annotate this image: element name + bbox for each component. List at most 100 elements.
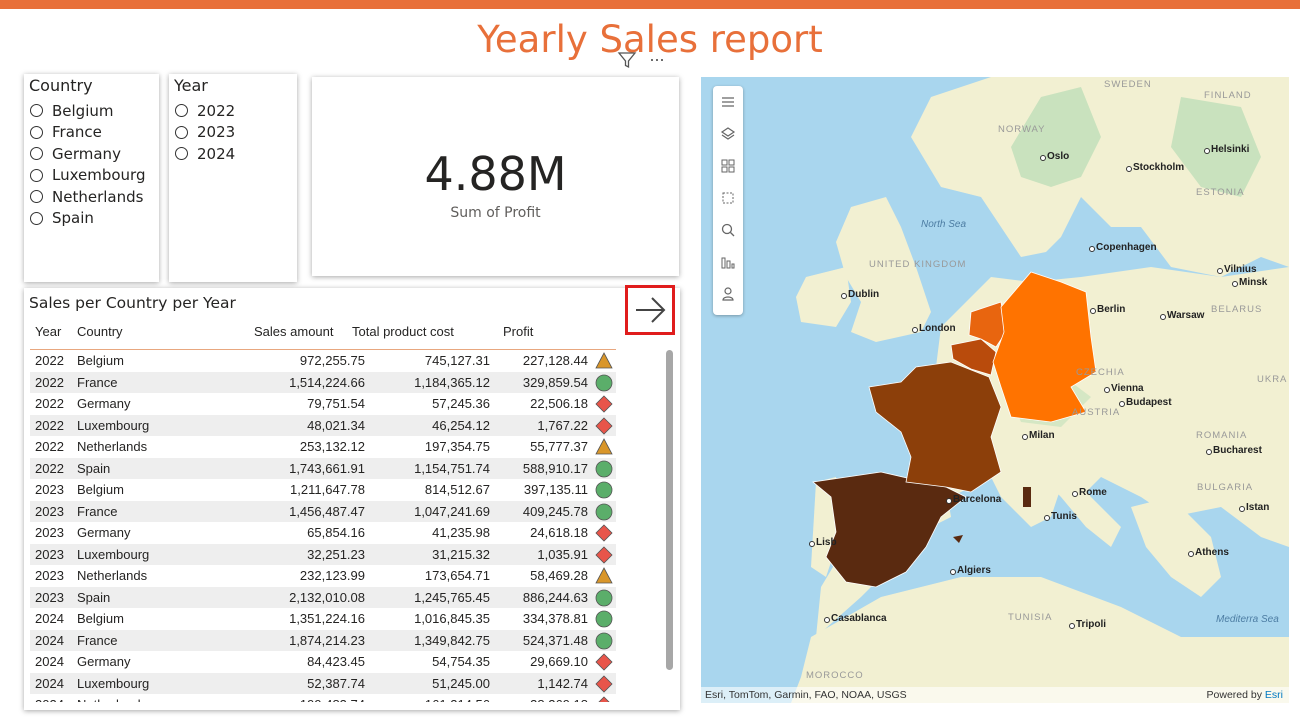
kpi-card[interactable]: 4.88M Sum of Profit <box>312 77 679 276</box>
radio-icon[interactable] <box>30 168 43 182</box>
city-label: Tunis <box>1051 511 1077 522</box>
country-cell: Germany <box>77 396 131 411</box>
country-cell: Luxembourg <box>77 417 150 433</box>
country-option[interactable]: France <box>30 122 146 144</box>
map-attribution: Esri, TomTom, Garmin, FAO, NOAA, USGS Po… <box>701 687 1289 703</box>
country-option[interactable]: Spain <box>30 208 146 230</box>
status-diamond-icon <box>595 395 613 413</box>
country-label: AUSTRIA <box>1072 407 1121 418</box>
column-header-profit[interactable]: Profit <box>503 324 534 339</box>
city-dot <box>1160 314 1166 320</box>
year-cell: 2024 <box>35 697 64 702</box>
country-option[interactable]: Netherlands <box>30 186 146 208</box>
sales-amount-cell: 1,514,224.66 <box>289 374 365 390</box>
total-product-cost-cell: 54,754.35 <box>432 654 490 669</box>
year-cell: 2022 <box>35 439 64 454</box>
sales-amount-cell: 1,351,224.16 <box>289 611 365 626</box>
radio-icon[interactable] <box>175 147 188 161</box>
column-header-year[interactable]: Year <box>35 324 62 339</box>
year-cell: 2022 <box>35 417 64 433</box>
column-header-sales-amount[interactable]: Sales amount <box>254 324 334 339</box>
city-label: Budapest <box>1126 397 1172 408</box>
country-label: NORWAY <box>998 124 1046 135</box>
radio-icon[interactable] <box>175 125 188 139</box>
country-label: MOROCCO <box>806 670 864 681</box>
qr-icon[interactable] <box>720 158 736 174</box>
total-product-cost-cell: 173,654.71 <box>424 568 490 583</box>
menu-icon[interactable] <box>720 94 736 110</box>
expand-arrow-button[interactable] <box>625 285 675 335</box>
status-diamond-icon <box>595 416 613 435</box>
radio-icon[interactable] <box>30 190 43 204</box>
table-row[interactable]: 2023 Germany 65,854.16 41,235.98 24,618.18 <box>30 522 616 544</box>
country-option-label: Luxembourg <box>52 166 146 185</box>
map-visual[interactable]: Oslo Stockholm Helsinki Copenhagen Dublin Lon… <box>701 77 1289 703</box>
column-header-country[interactable]: Country <box>77 324 123 339</box>
sales-amount-cell: 1,874,214.23 <box>289 632 365 648</box>
year-option[interactable]: 2022 <box>175 100 235 122</box>
sales-amount-cell: 84,423.45 <box>307 654 365 669</box>
filter-icon[interactable] <box>617 50 637 75</box>
table-row[interactable]: 2023 Luxembourg 32,251.23 31,215.32 1,035.91 <box>30 543 616 565</box>
country-option-label: Belgium <box>52 101 114 120</box>
radio-icon[interactable] <box>175 104 188 118</box>
table-row[interactable]: 2024 Germany 84,423.45 54,754.35 29,669.10 <box>30 651 616 673</box>
table-scrollbar[interactable] <box>666 350 673 670</box>
layers-icon[interactable] <box>720 126 736 142</box>
city-dot <box>1089 246 1095 252</box>
sales-amount-cell: 1,456,487.47 <box>289 503 365 519</box>
bars-icon[interactable] <box>720 254 736 270</box>
table-row[interactable]: 2024 Luxembourg 52,387.74 51,245.00 1,142.74 <box>30 672 616 694</box>
radio-icon[interactable] <box>30 104 43 118</box>
table-row[interactable]: 2022 Luxembourg 48,021.34 46,254.12 1,767.22 <box>30 414 616 436</box>
city-label: Stockholm <box>1133 162 1185 173</box>
year-option[interactable]: 2023 <box>175 122 235 144</box>
select-rect-icon[interactable] <box>720 190 736 206</box>
total-product-cost-cell: 46,254.12 <box>432 417 490 433</box>
table-row[interactable]: 2022 Germany 79,751.54 57,245.36 22,506.18 <box>30 393 616 415</box>
year-option[interactable]: 2024 <box>175 143 235 165</box>
status-triangle-icon <box>595 438 613 455</box>
table-row[interactable]: 2024 Belgium 1,351,224.16 1,016,845.35 334,3… <box>30 608 616 630</box>
city-label: Oslo <box>1047 151 1070 162</box>
city-dot <box>1022 434 1028 440</box>
table-row[interactable]: 2022 Netherlands 253,132.12 197,354.75 55,77… <box>30 436 616 458</box>
year-cell: 2023 <box>35 503 64 519</box>
country-cell: Luxembourg <box>77 675 150 691</box>
country-cell: Spain <box>77 589 111 605</box>
country-label: CZECHIA <box>1076 367 1125 378</box>
table-row[interactable]: 2023 France 1,456,487.47 1,047,241.69 409,24… <box>30 500 616 522</box>
country-option[interactable]: Germany <box>30 143 146 165</box>
table-row[interactable]: 2023 Belgium 1,211,647.78 814,512.67 397,135… <box>30 479 616 501</box>
region-france <box>868 361 1002 493</box>
sales-amount-cell: 32,251.23 <box>307 546 365 562</box>
esri-link[interactable]: Esri <box>1264 689 1283 701</box>
city-label: Istan <box>1246 502 1270 513</box>
country-cell: Netherlands <box>77 439 148 454</box>
more-options-icon[interactable]: ··· <box>649 49 665 69</box>
column-header-total-product-cost[interactable]: Total product cost <box>352 324 454 339</box>
person-icon[interactable] <box>720 286 736 302</box>
table-row[interactable]: 2022 France 1,514,224.66 1,184,365.12 329,85… <box>30 371 616 393</box>
country-option[interactable]: Luxembourg <box>30 165 146 187</box>
table-row[interactable]: 2024 Netherlands 199,483.74 161,214.56 38,26… <box>30 694 616 702</box>
table-row[interactable]: 2023 Netherlands 232,123.99 173,654.71 58,46… <box>30 565 616 587</box>
country-option[interactable]: Belgium <box>30 100 146 122</box>
table-row[interactable]: 2024 France 1,874,214.23 1,349,842.75 524,37… <box>30 629 616 651</box>
radio-icon[interactable] <box>30 125 43 139</box>
table-row[interactable]: 2022 Spain 1,743,661.91 1,154,751.74 588,910… <box>30 457 616 479</box>
profit-cell: 1,142.74 <box>537 675 588 691</box>
profit-cell: 29,669.10 <box>530 654 588 669</box>
country-label: BELARUS <box>1211 304 1263 315</box>
attribution-sources: Esri, TomTom, Garmin, FAO, NOAA, USGS <box>705 689 907 701</box>
sales-amount-cell: 2,132,010.08 <box>289 589 365 605</box>
radio-icon[interactable] <box>30 211 43 225</box>
table-row[interactable]: 2022 Belgium 972,255.75 745,127.31 227,128.4… <box>30 350 616 372</box>
sales-amount-cell: 52,387.74 <box>307 675 365 691</box>
radio-icon[interactable] <box>30 147 43 161</box>
country-cell: Netherlands <box>77 697 147 702</box>
year-cell: 2023 <box>35 482 64 497</box>
search-icon[interactable] <box>720 222 736 238</box>
table-row[interactable]: 2023 Spain 2,132,010.08 1,245,765.45 886,244… <box>30 586 616 608</box>
status-circle-icon <box>595 610 613 628</box>
